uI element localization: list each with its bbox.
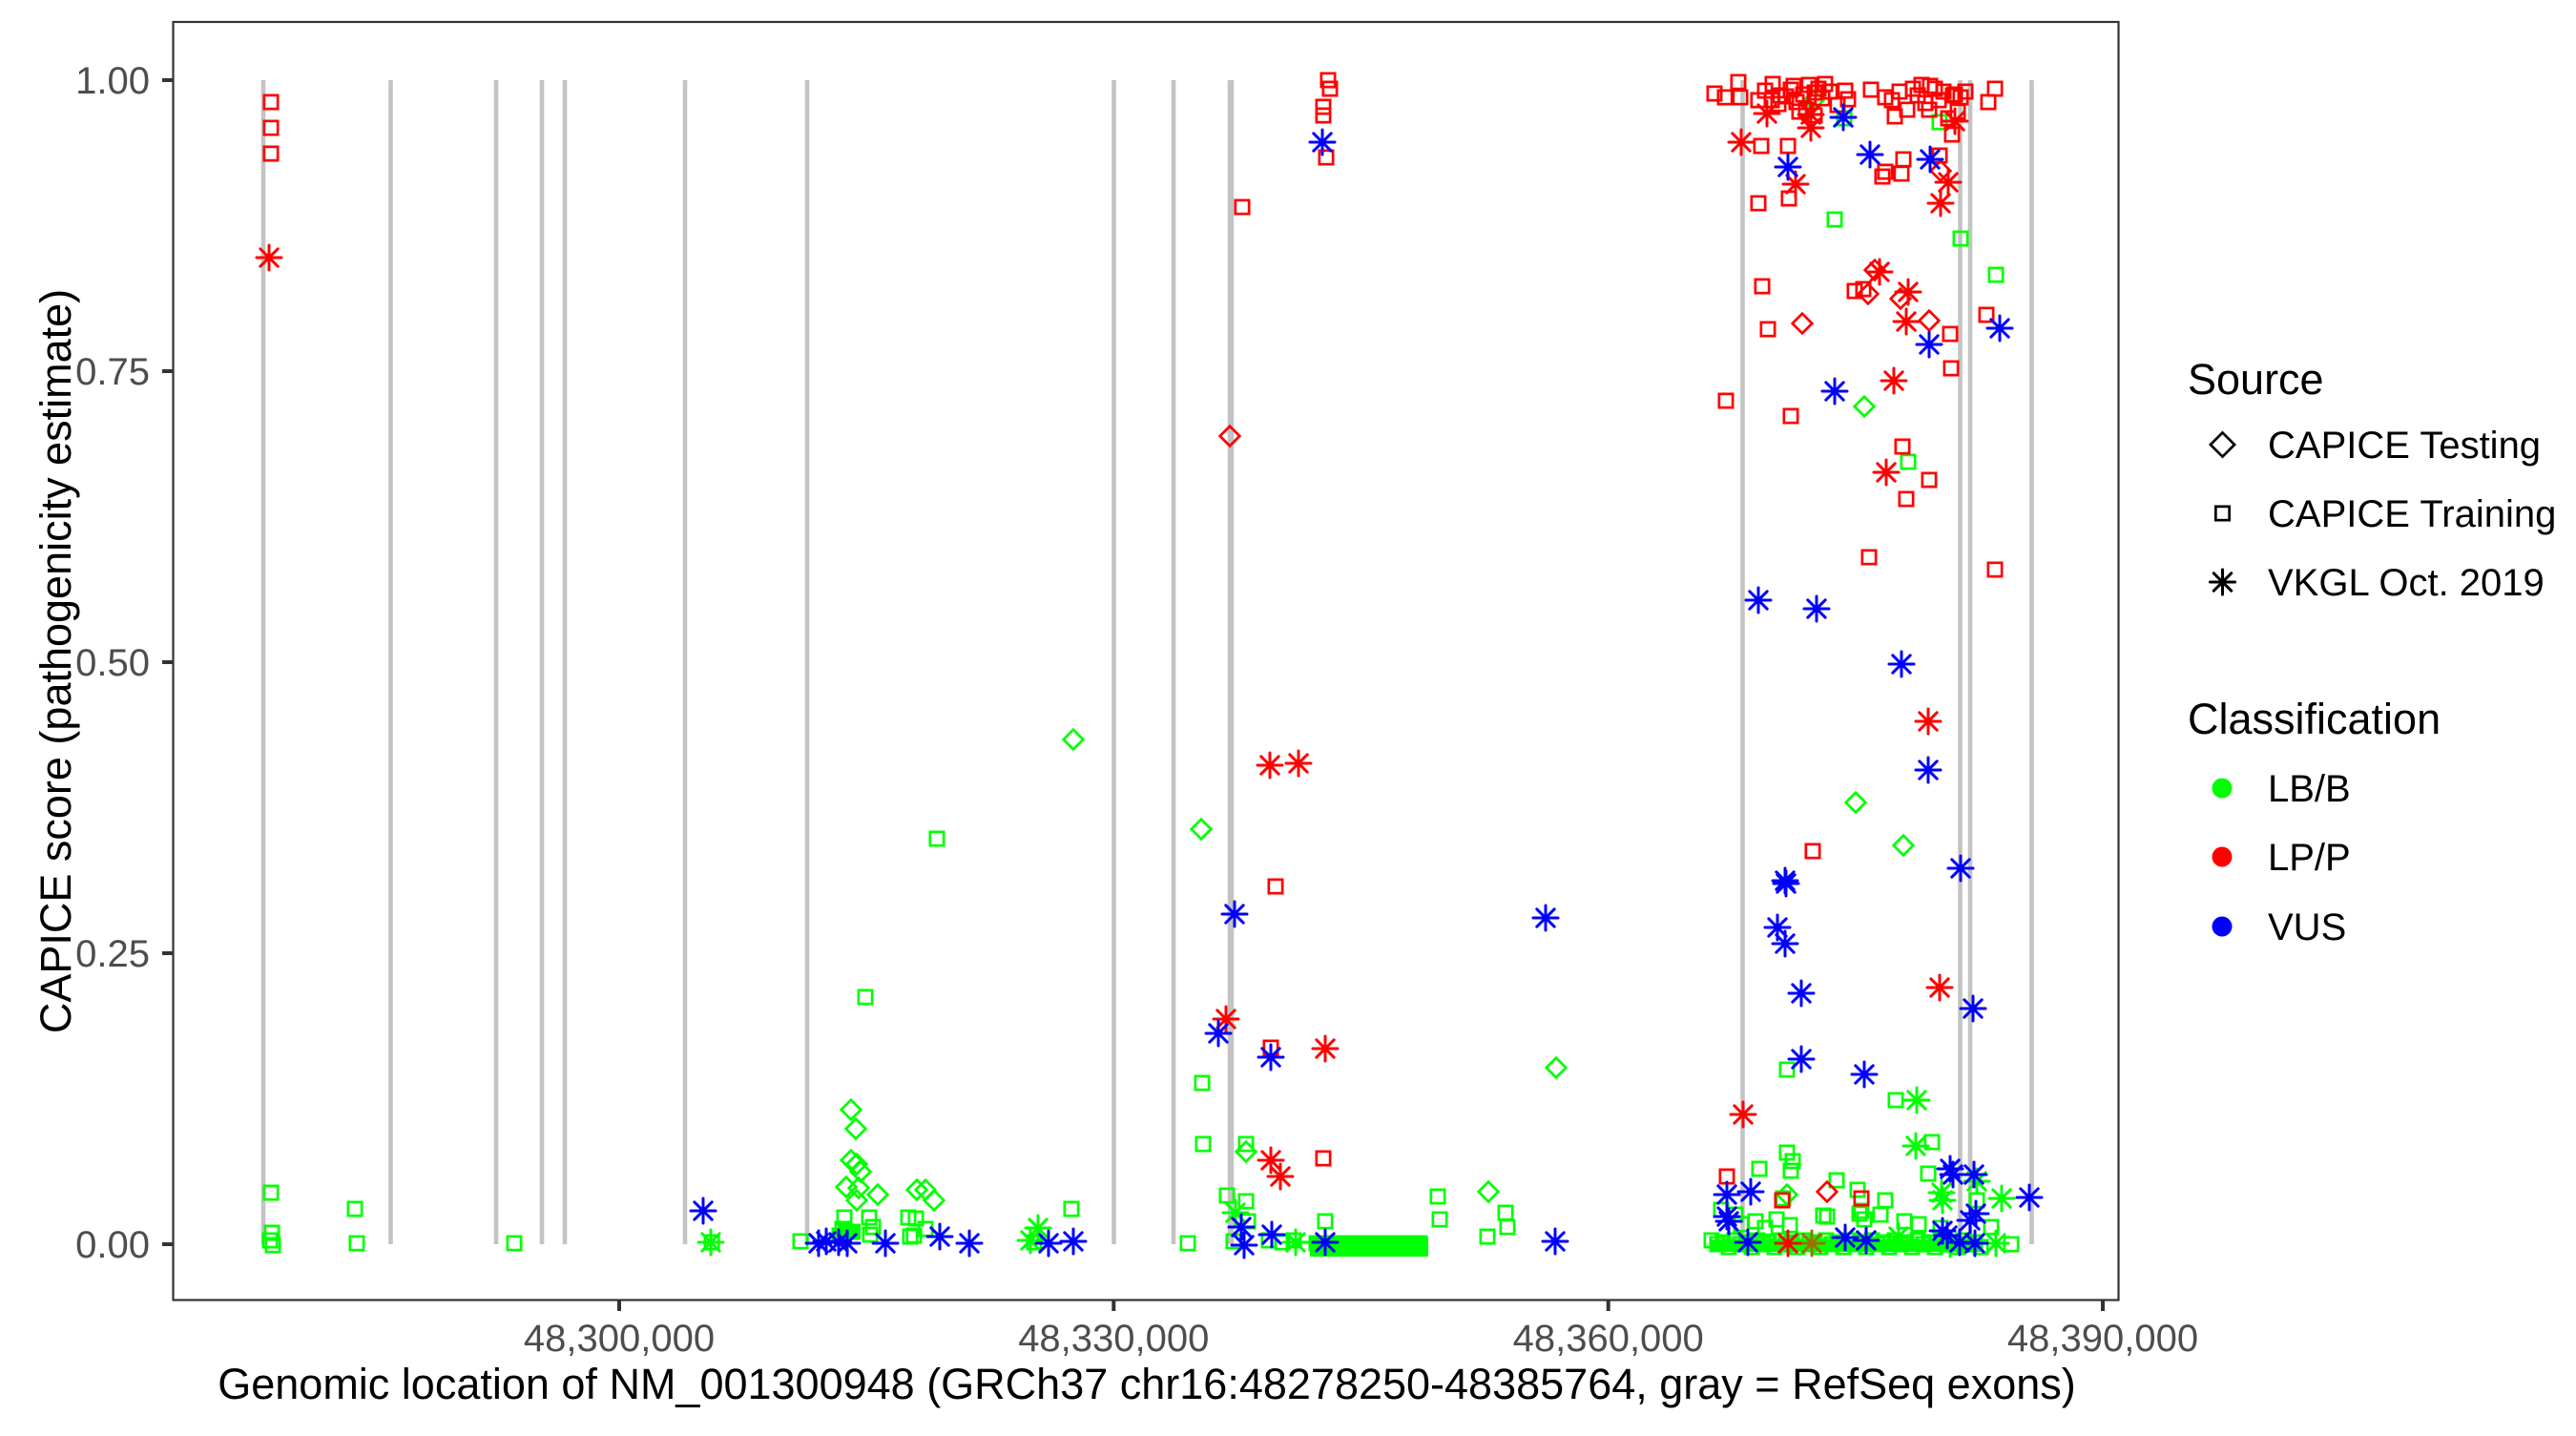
svg-text:CAPICE Training: CAPICE Training <box>2268 493 2556 535</box>
svg-text:Source: Source <box>2188 355 2324 404</box>
svg-text:Classification: Classification <box>2188 695 2441 743</box>
svg-text:0.50: 0.50 <box>75 642 150 684</box>
svg-text:1.00: 1.00 <box>75 60 150 102</box>
svg-text:VKGL Oct. 2019: VKGL Oct. 2019 <box>2268 562 2545 604</box>
svg-text:VUS: VUS <box>2268 906 2346 948</box>
svg-text:0.25: 0.25 <box>75 933 150 975</box>
svg-text:0.75: 0.75 <box>75 351 150 393</box>
svg-text:CAPICE score (pathogenicity es: CAPICE score (pathogenicity estimate) <box>31 289 80 1033</box>
svg-text:0.00: 0.00 <box>75 1224 150 1266</box>
svg-text:Genomic location of NM_0013009: Genomic location of NM_001300948 (GRCh37… <box>218 1360 2076 1408</box>
svg-text:48,330,000: 48,330,000 <box>1018 1318 1209 1360</box>
svg-text:48,390,000: 48,390,000 <box>2007 1318 2198 1360</box>
svg-text:LP/P: LP/P <box>2268 837 2351 879</box>
svg-text:LB/B: LB/B <box>2268 768 2351 810</box>
svg-text:48,300,000: 48,300,000 <box>524 1318 715 1360</box>
svg-text:CAPICE Testing: CAPICE Testing <box>2268 425 2541 467</box>
svg-text:48,360,000: 48,360,000 <box>1513 1318 1704 1360</box>
